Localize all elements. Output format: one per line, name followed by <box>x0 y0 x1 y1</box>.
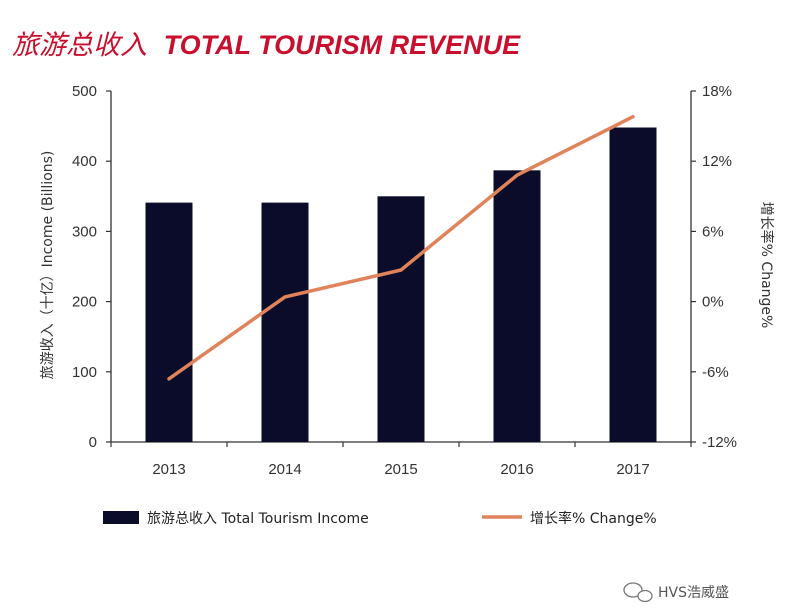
legend-swatch-bar <box>103 511 139 524</box>
chart-title-cn: 旅游总收入 <box>12 30 147 61</box>
y-right-tick-label: 12% <box>702 153 732 170</box>
watermark: HVS浩威盛 <box>623 582 729 603</box>
bar-2016 <box>493 170 541 443</box>
y-right-tick-label: 18% <box>702 83 732 100</box>
y-axis-right-label: 增长率% Change% <box>758 202 775 329</box>
wechat-icon <box>623 582 653 603</box>
y-axis-left-ticks: 0 100 200 300 400 500 <box>72 83 111 451</box>
legend-label-line: 增长率% Change% <box>530 510 657 527</box>
watermark-text: HVS浩威盛 <box>658 585 729 601</box>
chart-title: 旅游总收入 TOTAL TOURISM REVENUE <box>12 30 521 61</box>
y-right-tick-label: 0% <box>702 294 724 311</box>
y-axis-left-label: 旅游收入（十亿）Income (Billions) <box>40 151 56 380</box>
x-tick-label: 2015 <box>384 461 417 478</box>
growth-rate-point-2015 <box>399 268 403 272</box>
y-left-tick-label: 200 <box>72 294 97 311</box>
bar-2015 <box>377 196 425 442</box>
legend: 旅游总收入 Total Tourism Income 增长率% Change% <box>103 510 657 527</box>
legend-label-bar: 旅游总收入 Total Tourism Income <box>147 511 369 527</box>
growth-rate-point-2013 <box>167 377 171 381</box>
line-series <box>167 114 635 381</box>
y-left-tick-label: 500 <box>72 83 97 100</box>
y-right-tick-label: -12% <box>702 434 737 451</box>
bar-series <box>145 127 657 443</box>
growth-rate-point-2016 <box>515 173 519 177</box>
y-right-tick-label: 6% <box>702 223 724 240</box>
y-left-tick-label: 0 <box>89 434 97 451</box>
x-tick-label: 2014 <box>268 461 301 478</box>
growth-rate-point-2014 <box>283 295 287 299</box>
y-axis-right-ticks: -12% -6% 0% 6% 12% 18% <box>691 83 737 451</box>
y-right-tick-label: -6% <box>702 364 729 381</box>
x-axis-ticks: 2013 2014 2015 2016 2017 <box>110 442 692 478</box>
bar-2014 <box>261 202 309 442</box>
y-left-tick-label: 400 <box>72 153 97 170</box>
bar-2013 <box>145 202 193 442</box>
growth-rate-point-2017 <box>631 115 635 119</box>
x-tick-label: 2013 <box>152 461 185 478</box>
x-tick-label: 2017 <box>616 461 649 478</box>
x-tick-label: 2016 <box>500 461 533 478</box>
bar-2017 <box>609 127 657 442</box>
chart-title-en: TOTAL TOURISM REVENUE <box>164 30 522 60</box>
y-left-tick-label: 100 <box>72 364 97 381</box>
y-left-tick-label: 300 <box>72 223 97 240</box>
